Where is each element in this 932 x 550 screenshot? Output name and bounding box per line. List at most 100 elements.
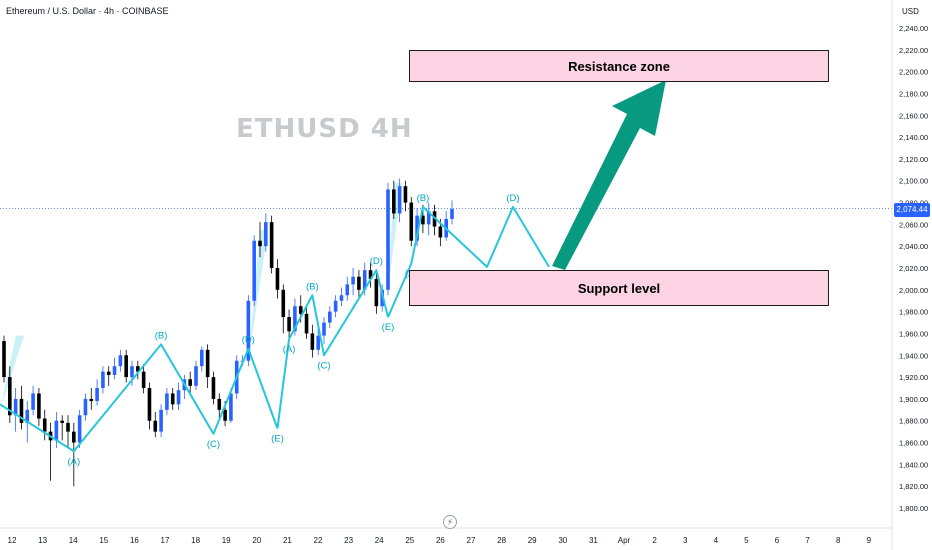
wave-label: (C) [317,360,330,371]
price-tick-label: 2,120.00 [899,155,928,164]
candle [124,349,128,383]
symbol-title: Ethereum / U.S. Dollar · 4h · COINBASE [6,6,169,16]
candle [54,412,59,448]
candle [95,379,99,406]
support-zone[interactable]: Support level [409,270,829,306]
candle [176,382,181,410]
candle [83,393,88,421]
candle [42,409,47,441]
time-tick-label: 28 [497,536,506,545]
time-tick-label: 14 [69,536,78,545]
candle [252,235,256,307]
projection-arrow [552,80,666,270]
price-tick-label: 2,000.00 [899,286,928,295]
candle [310,324,315,358]
price-tick-label: 2,020.00 [899,264,928,273]
candle [159,404,163,438]
time-tick-label: 19 [222,536,231,545]
time-tick-label: 21 [283,536,292,545]
wave-shading [248,229,268,361]
candle [374,273,379,314]
support-zone-label: Support level [577,280,661,296]
price-tick-label: 2,100.00 [899,177,928,186]
candle [211,371,216,405]
candle [136,360,140,380]
time-tick-label: 23 [344,536,353,545]
candle [345,276,350,301]
candle [200,346,204,372]
candle [130,360,134,386]
time-axis: 12 13 14 15 16 17 18 19 20 21 22 23 24 25 26 27 28 29 30 31… [0,527,892,545]
candle [322,317,326,345]
time-tick-label: 30 [558,536,567,545]
time-tick-label: Apr [618,536,631,545]
time-tick-label: 22 [314,536,323,545]
candle [72,422,76,487]
candle [386,182,390,296]
wave-path [387,205,550,318]
resistance-zone-label: Resistance zone [568,58,670,74]
time-tick-label: 5 [744,536,749,545]
candle [8,366,12,423]
time-tick-label: 8 [836,536,841,545]
time-tick-label: 13 [38,536,47,545]
wave-label: (C) [207,439,220,450]
wave-label: (B) [155,330,168,341]
candle [13,388,18,432]
time-tick-label: 17 [161,536,170,545]
candle [426,202,431,236]
candle [165,388,169,416]
wave-path [0,343,279,453]
candle [48,422,53,481]
wave-labels: (A)(B)(C)(D)(E)(A)(B)(C)(D)(E)(A)(B)(C)(… [67,193,555,467]
candle [118,349,123,372]
candle [275,259,280,299]
candle [409,197,414,247]
current-price-badge: 2,074.44 [894,203,930,217]
price-tick-label: 1,880.00 [899,417,928,426]
price-axis: 2,240.00 2,220.00 2,200.00 2,180.00 2,160.00… [891,0,928,550]
candle [31,385,35,416]
candles [2,178,454,487]
time-tick-label: 6 [775,536,780,545]
candle [450,200,454,225]
wave-shading [0,335,24,410]
candle [444,211,448,241]
candle [281,284,286,334]
candle [258,222,262,258]
wave-label: (D) [506,193,519,204]
candle [246,295,251,367]
price-tick-label: 2,240.00 [899,24,928,33]
candle [147,382,152,430]
candle [351,268,355,296]
candle [357,270,361,299]
candle [333,295,338,318]
time-tick-label: 16 [130,536,139,545]
time-tick-label: 15 [99,536,108,545]
candle [77,409,82,448]
candle [106,366,111,386]
price-tick-label: 1,960.00 [899,329,928,338]
time-tick-label: 9 [867,536,872,545]
resistance-zone[interactable]: Resistance zone [409,50,829,82]
wave-shading [0,182,402,410]
time-tick-label: 12 [8,536,17,545]
candle [380,284,384,312]
candle [194,360,198,391]
price-tick-label: 1,860.00 [899,439,928,448]
price-tick-label: 1,900.00 [899,395,928,404]
time-tick-label: 18 [191,536,200,545]
time-tick-label: 20 [252,536,261,545]
price-tick-label: 1,800.00 [899,504,928,513]
candle [89,388,94,410]
wave-label: (B) [417,193,430,204]
candle [141,364,146,394]
price-tick-label: 2,040.00 [899,242,928,251]
candle [112,357,117,380]
wave-label: (D) [242,335,255,346]
replay-icon[interactable]: ⚡ [443,515,457,529]
time-tick-label: 2 [652,536,657,545]
wave-label: (D) [370,256,383,267]
candle [101,366,105,394]
